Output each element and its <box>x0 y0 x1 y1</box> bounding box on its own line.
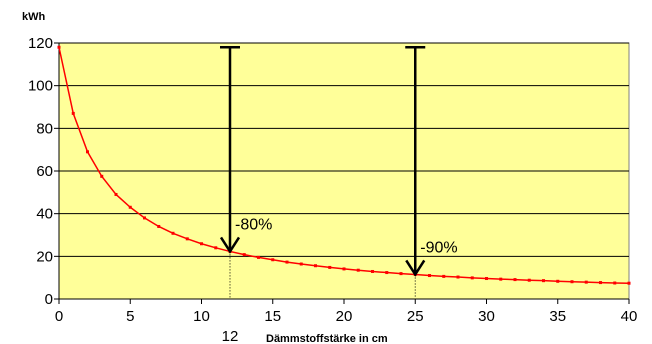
x-axis-label: Dämmstoffstärke in cm <box>266 333 388 344</box>
y-tick-label: 20 <box>36 248 53 265</box>
annotation-label: -90% <box>420 239 457 256</box>
data-point <box>128 205 132 209</box>
data-point <box>342 267 346 271</box>
data-point <box>556 279 560 283</box>
data-point <box>71 111 75 115</box>
data-point <box>242 253 246 257</box>
data-point <box>627 281 631 285</box>
y-tick-label: 80 <box>36 120 53 137</box>
data-point <box>356 268 360 272</box>
data-point <box>371 269 374 273</box>
data-point <box>299 262 303 266</box>
data-point <box>328 265 332 269</box>
data-point <box>584 280 588 284</box>
data-point <box>143 216 146 220</box>
data-point <box>499 277 503 281</box>
y-tick-label: 120 <box>28 35 53 52</box>
data-point <box>171 231 175 235</box>
data-point <box>456 275 460 279</box>
data-point <box>114 192 118 196</box>
data-point <box>385 271 389 275</box>
x-ticks: 0 5 10 15 20 25 30 35 40 12 <box>55 299 638 344</box>
y-tick-label: 0 <box>45 291 53 308</box>
x-tick-label: 25 <box>407 308 424 325</box>
series-layer <box>57 45 631 285</box>
data-point <box>399 272 403 276</box>
y-ticks: 0 20 40 60 80 100 120 <box>28 35 59 308</box>
data-point <box>200 242 203 246</box>
data-point <box>314 264 317 268</box>
x-tick-label: 5 <box>126 308 134 325</box>
data-point <box>527 278 531 282</box>
data-point <box>428 274 431 278</box>
data-point <box>185 237 189 241</box>
x-tick-label: 35 <box>549 308 566 325</box>
data-point <box>470 276 474 280</box>
data-point <box>570 280 574 284</box>
x-tick-label: 30 <box>478 308 495 325</box>
data-point <box>599 281 602 285</box>
x-tick-label: 20 <box>336 308 353 325</box>
x-tick-label-extra: 12 <box>222 328 239 344</box>
y-axis-label: kWh <box>22 11 46 23</box>
data-point <box>214 246 218 250</box>
y-tick-label: 60 <box>36 163 53 180</box>
x-tick-label: 10 <box>193 308 210 325</box>
y-tick-label: 100 <box>28 78 53 95</box>
y-tick-label: 40 <box>36 206 53 223</box>
data-point <box>157 224 161 228</box>
data-point <box>442 274 446 278</box>
annotation-label: -80% <box>235 216 272 233</box>
annotation-layer: -80% -90% <box>219 46 458 299</box>
x-tick-label: 0 <box>55 308 63 325</box>
data-point <box>285 260 289 264</box>
data-point <box>86 150 89 154</box>
x-tick-label: 15 <box>264 308 281 325</box>
data-point <box>57 45 61 49</box>
data-point <box>485 277 488 281</box>
data-point <box>613 281 617 285</box>
data-point <box>542 279 545 283</box>
data-point <box>100 174 104 178</box>
data-point <box>271 258 275 262</box>
data-point <box>257 255 260 259</box>
data-point <box>513 278 517 282</box>
x-tick-label: 40 <box>621 308 638 325</box>
